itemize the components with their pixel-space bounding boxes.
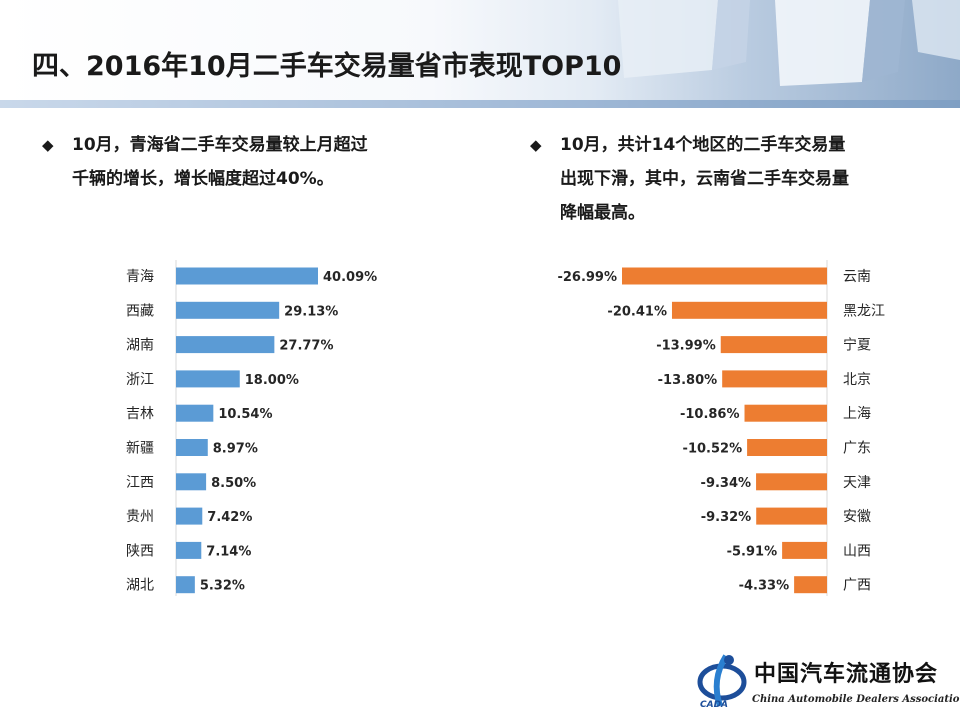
category-label: 广西 — [843, 578, 871, 594]
bar — [756, 473, 827, 491]
data-label: 8.50% — [211, 476, 256, 491]
category-label: 北京 — [843, 372, 871, 388]
increase-bar-chart: 青海 40.09% 西藏 29.13% 湖南 27.77% 浙江 18.00% 吉林 10.54%… — [126, 260, 377, 596]
diamond-icon: ◆ — [530, 136, 542, 154]
bullet-left-line: 10月，青海省二手车交易量较上月超过 — [72, 135, 368, 155]
header-stripe — [0, 100, 960, 108]
category-label: 湖北 — [126, 578, 154, 594]
data-label: 10.54% — [218, 407, 272, 422]
bar — [176, 576, 195, 594]
data-label: 27.77% — [279, 339, 333, 354]
bar — [176, 301, 280, 319]
bullet-right-text: 10月，共计14个地区的二手车交易量 出现下滑，其中，云南省二手车交易量 降幅最… — [560, 128, 849, 230]
data-label: -5.91% — [727, 544, 778, 559]
bullet-right-line: 10月，共计14个地区的二手车交易量 — [560, 135, 846, 155]
bar — [744, 404, 827, 422]
bar — [176, 439, 208, 456]
category-label: 吉林 — [126, 406, 154, 422]
bar — [756, 507, 827, 525]
bar — [176, 404, 214, 422]
header-decoration — [618, 0, 960, 86]
bar — [176, 473, 207, 491]
logo-abbr: CADA — [700, 700, 729, 710]
bar — [794, 576, 827, 594]
cada-logo-icon — [697, 654, 747, 707]
logo-name: 中国汽车流通协会 — [754, 661, 939, 687]
category-label: 山西 — [843, 543, 871, 559]
data-label: 8.97% — [213, 442, 258, 457]
data-label: -9.32% — [701, 510, 752, 525]
data-label: 40.09% — [323, 270, 377, 285]
data-label: -26.99% — [557, 270, 617, 285]
category-label: 广东 — [843, 441, 871, 457]
bullet-left-line: 千辆的增长，增长幅度超过40%。 — [72, 169, 334, 189]
category-label: 浙江 — [126, 372, 154, 388]
bar — [176, 370, 240, 388]
category-label: 宁夏 — [843, 337, 871, 354]
category-label: 陕西 — [126, 543, 154, 559]
decrease-bar-chart: 云南 -26.99% 黑龙江 -20.41% 宁夏 -13.99% 北京 -13.80% 上海 -… — [557, 260, 885, 596]
bar — [622, 267, 827, 285]
bar — [782, 541, 827, 559]
data-label: -20.41% — [607, 304, 667, 319]
bar — [176, 507, 203, 525]
bullet-right-line: 降幅最高。 — [560, 203, 645, 223]
data-label: -13.80% — [658, 373, 718, 388]
data-label: -9.34% — [701, 476, 752, 491]
data-label: 5.32% — [200, 579, 245, 594]
bar — [747, 439, 827, 456]
bar — [720, 336, 827, 354]
category-label: 贵州 — [126, 509, 154, 525]
bar — [176, 267, 318, 285]
diamond-icon: ◆ — [42, 136, 54, 154]
page-title: 四、2016年10月二手车交易量省市表现TOP10 — [32, 51, 622, 82]
category-label: 江西 — [126, 475, 154, 491]
category-label: 天津 — [843, 475, 871, 491]
data-label: -13.99% — [656, 339, 716, 354]
bullet-left-text: 10月，青海省二手车交易量较上月超过 千辆的增长，增长幅度超过40%。 — [72, 128, 368, 196]
category-label: 安徽 — [843, 509, 871, 525]
data-label: -10.86% — [680, 407, 740, 422]
data-label: 18.00% — [245, 373, 299, 388]
header-banner: 四、2016年10月二手车交易量省市表现TOP10 — [0, 0, 960, 108]
category-label: 西藏 — [126, 303, 154, 319]
data-label: -4.33% — [739, 579, 790, 594]
category-label: 黑龙江 — [843, 303, 885, 319]
bullet-right-line: 出现下滑，其中，云南省二手车交易量 — [560, 169, 849, 189]
bar — [176, 541, 202, 559]
category-label: 上海 — [843, 406, 871, 422]
bar — [176, 336, 275, 354]
bar — [722, 370, 827, 388]
data-label: 7.14% — [206, 544, 251, 559]
data-label: -10.52% — [683, 442, 743, 457]
category-label: 云南 — [843, 269, 871, 285]
cada-logo: 中国汽车流通协会 China Automobile Dealers Associ… — [694, 652, 960, 716]
logo-english: China Automobile Dealers Association — [752, 694, 960, 705]
bar — [671, 301, 827, 319]
data-label: 29.13% — [284, 304, 338, 319]
category-label: 湖南 — [126, 338, 154, 354]
data-label: 7.42% — [207, 510, 252, 525]
category-label: 新疆 — [126, 441, 154, 457]
category-label: 青海 — [126, 269, 154, 285]
